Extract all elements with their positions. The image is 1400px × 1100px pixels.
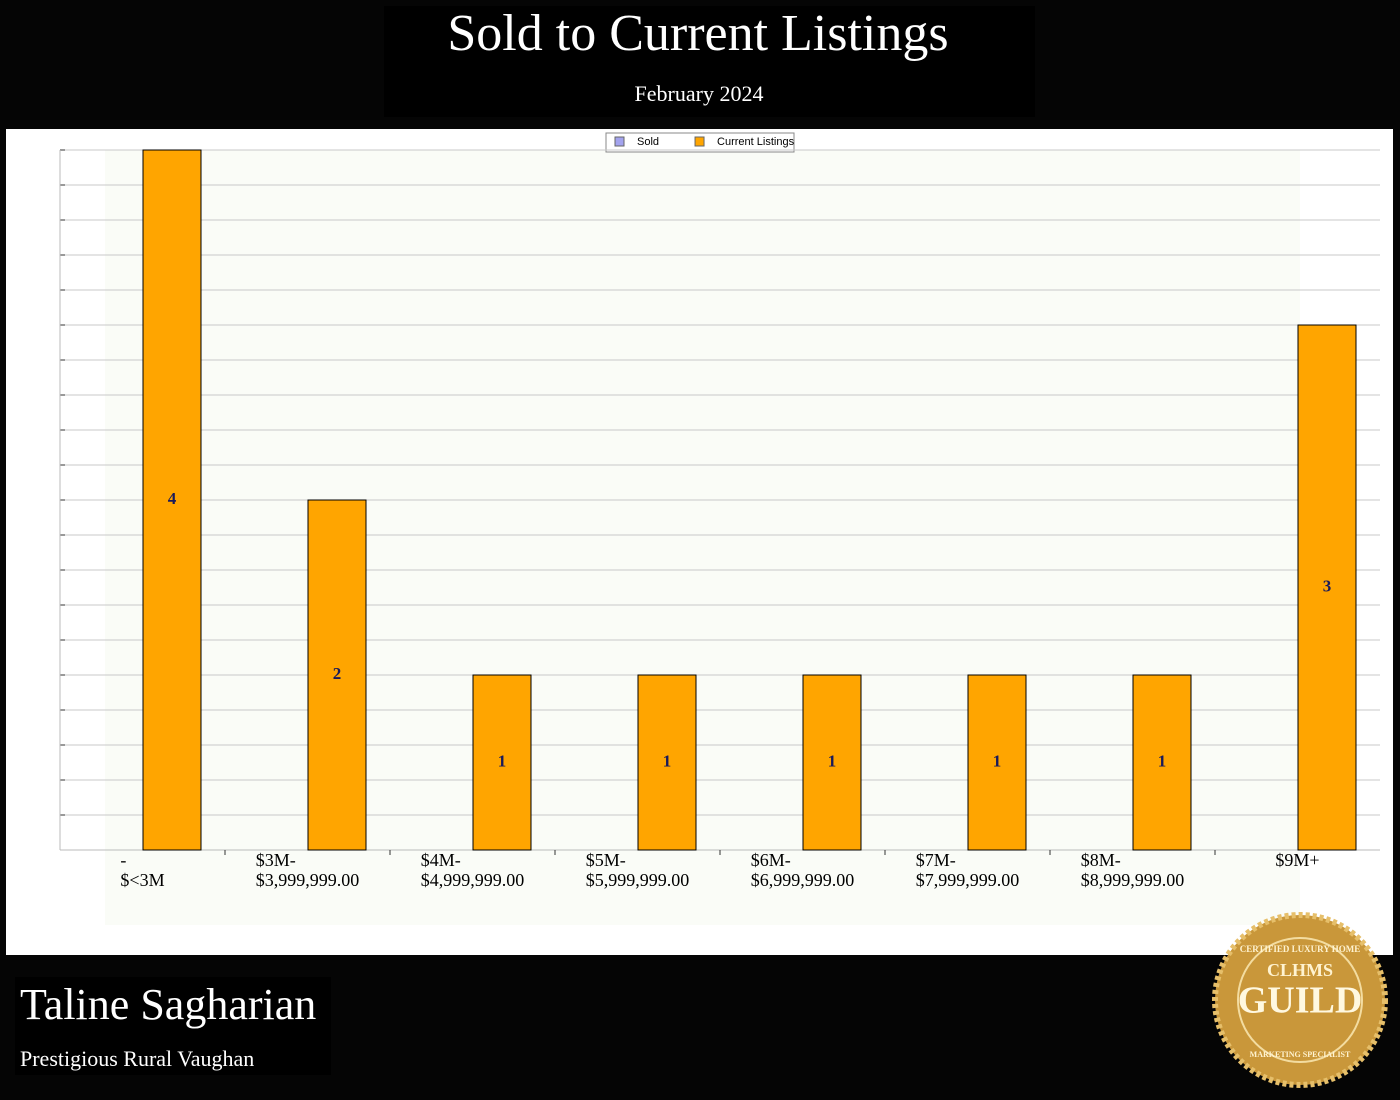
x-tick-label: $5M- [586,850,626,870]
bar [307,499,367,851]
x-tick-label: $4M- [421,850,461,870]
title-box [384,6,1035,117]
badge-top: CERTIFIED LUXURY HOME [1240,944,1361,954]
legend-swatch [614,136,625,147]
bar [802,674,862,851]
legend-label: Current Listings [717,136,795,148]
agent-office: Prestigious Rural Vaughan [20,1046,254,1071]
badge: CERTIFIED LUXURY HOME CLHMS GUILD MARKET… [1212,912,1388,1088]
x-tick-label: $8,999,999.00 [1081,870,1185,890]
x-tick-label: $3M- [256,850,296,870]
plot-area [105,150,1300,925]
badge-bottom: MARKETING SPECIALIST [1250,1050,1351,1059]
chart-subtitle: February 2024 [635,81,764,106]
x-tick-label: $<3M [120,870,164,890]
bar [1297,324,1357,851]
footer-box [15,977,331,1075]
badge-ring [1237,937,1363,1063]
x-tick-label: $8M- [1081,850,1121,870]
data-label: 1 [1158,751,1167,770]
badge-abbr: CLHMS [1267,960,1333,980]
x-tick-label: $7M- [916,850,956,870]
bar [142,149,202,851]
bar [637,674,697,851]
data-label: 2 [333,664,342,683]
x-tick-label: - [120,850,126,870]
badge-seal [1212,912,1388,1088]
legend-label: Sold [637,136,659,148]
bar [967,674,1027,851]
data-label: 1 [663,751,672,770]
data-label: 1 [993,751,1002,770]
x-tick-label: $6,999,999.00 [751,870,855,890]
x-tick-label: $7,999,999.00 [916,870,1020,890]
x-tick-label: $6M- [751,850,791,870]
legend-swatch [694,136,705,147]
chart-title: Sold to Current Listings [447,5,948,62]
bar [1132,674,1192,851]
data-label: 1 [498,751,507,770]
x-tick-label: $5,999,999.00 [586,870,690,890]
agent-name: Taline Sagharian [20,980,316,1029]
data-label: 4 [168,489,177,508]
bar [472,674,532,851]
badge-word: GUILD [1238,980,1363,1022]
x-tick-label: $9M+ [1275,850,1319,870]
data-label: 1 [828,751,837,770]
x-tick-label: $4,999,999.00 [421,870,525,890]
x-tick-label: $3,999,999.00 [256,870,360,890]
data-label: 3 [1323,576,1332,595]
